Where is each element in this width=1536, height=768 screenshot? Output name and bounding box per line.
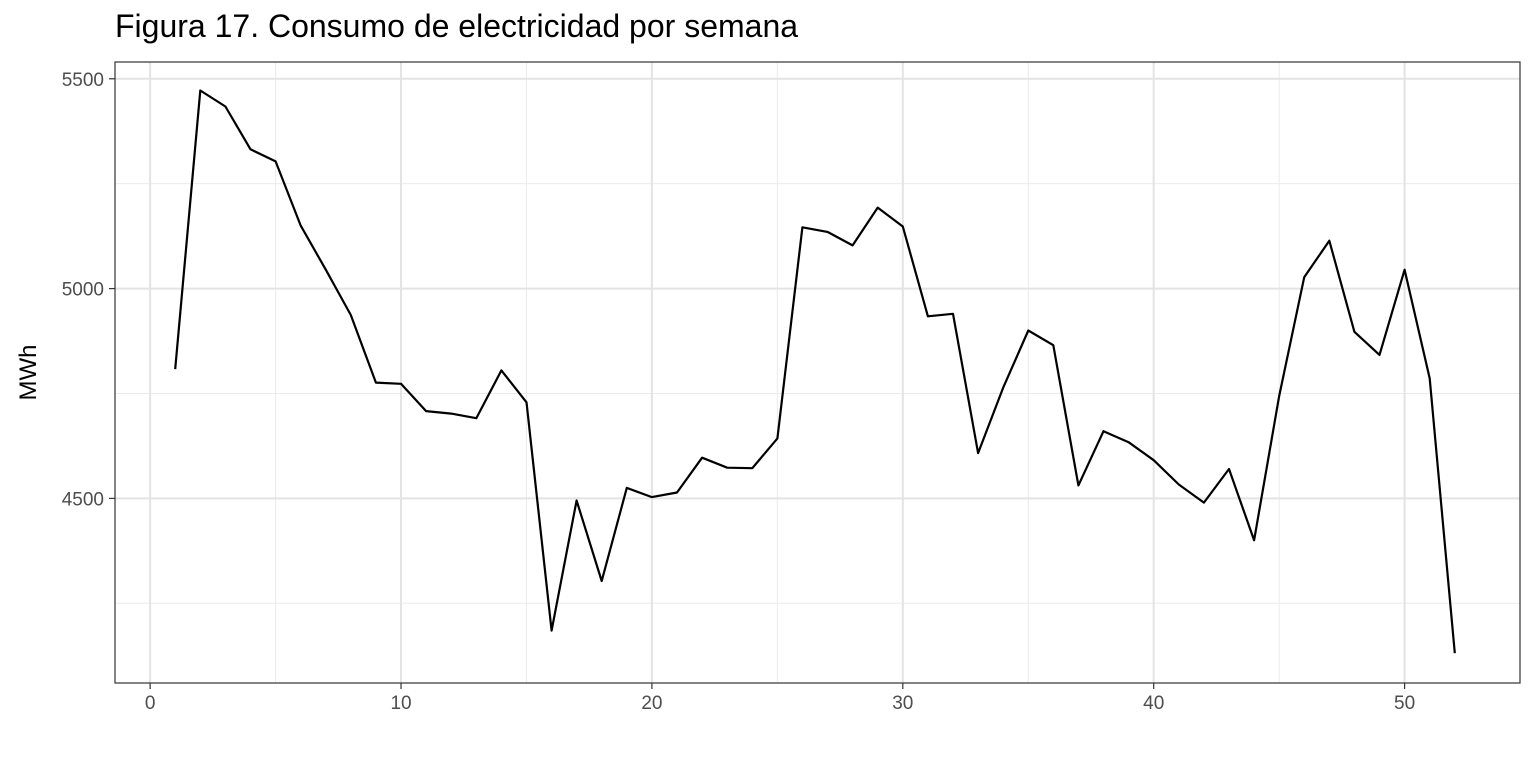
y-tick-label: 5000: [62, 280, 104, 301]
x-tick-label: 50: [1394, 693, 1415, 714]
y-axis-title: MWh: [15, 345, 42, 401]
chart-title: Figura 17. Consumo de electricidad por s…: [115, 8, 799, 44]
x-tick-label: 0: [145, 693, 156, 714]
y-tick-label: 5500: [62, 70, 104, 91]
x-tick-label: 20: [641, 693, 662, 714]
x-tick-label: 30: [892, 693, 913, 714]
x-tick-label: 40: [1143, 693, 1164, 714]
x-axis: 0 10 20 30 40 50: [145, 683, 1415, 714]
series-line: [174, 89, 1456, 654]
y-tick-label: 4500: [62, 489, 104, 510]
major-gridlines: [115, 62, 1520, 683]
panel-border: [114, 61, 1521, 684]
series-layer: [174, 89, 1456, 654]
minor-gridlines: [115, 62, 1520, 683]
x-tick-label: 10: [390, 693, 411, 714]
y-axis: 4500 5000 5500: [62, 70, 115, 510]
